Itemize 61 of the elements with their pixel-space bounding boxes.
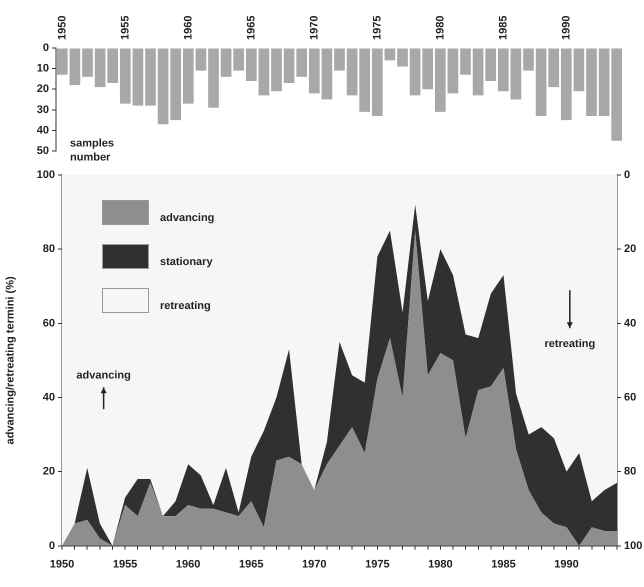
x-tick-label: 1950 bbox=[50, 558, 74, 570]
bar bbox=[233, 48, 244, 71]
legend-label: advancing bbox=[160, 212, 214, 224]
bar bbox=[56, 48, 68, 75]
x-tick-label: 1960 bbox=[182, 16, 194, 40]
x-tick-label: 1985 bbox=[497, 16, 510, 40]
y-tick-label: 0 bbox=[42, 42, 49, 54]
y-tick-label: 10 bbox=[36, 62, 49, 75]
y-tick-label: 0 bbox=[48, 540, 55, 552]
x-tick-label: 1980 bbox=[434, 16, 446, 40]
x-tick-label: 1950 bbox=[56, 16, 68, 40]
bar bbox=[359, 48, 370, 112]
x-tick-label: 1970 bbox=[302, 558, 327, 570]
y-tick-label: 20 bbox=[36, 83, 49, 96]
bar bbox=[182, 48, 194, 104]
bar bbox=[372, 48, 383, 116]
bar bbox=[170, 48, 182, 120]
y2-tick-label: 20 bbox=[624, 243, 636, 256]
bar bbox=[422, 48, 434, 90]
y-tick-label: 20 bbox=[42, 466, 55, 478]
x-tick-label: 1965 bbox=[238, 558, 264, 570]
bar bbox=[246, 48, 257, 81]
annotation: retreating bbox=[544, 338, 596, 350]
y-tick-label: 40 bbox=[36, 124, 49, 136]
bar bbox=[434, 48, 446, 112]
x-tick-label: 1990 bbox=[560, 16, 572, 40]
legend-label: stationary bbox=[160, 256, 214, 268]
x-tick-label: 1975 bbox=[365, 558, 390, 570]
y2-tick-label: 80 bbox=[624, 466, 636, 478]
x-tick-label: 1955 bbox=[112, 558, 138, 570]
bar bbox=[548, 48, 560, 88]
y2-tick-label: 100 bbox=[624, 540, 642, 552]
bar bbox=[308, 48, 320, 94]
y-tick-label: 60 bbox=[42, 317, 55, 330]
bar bbox=[485, 48, 496, 81]
x-tick-label: 1970 bbox=[308, 16, 320, 40]
y2-tick-label: 60 bbox=[624, 392, 636, 404]
x-tick-label: 1965 bbox=[245, 16, 258, 40]
x-tick-label: 1975 bbox=[371, 16, 384, 40]
y2-tick-label: 0 bbox=[624, 169, 630, 182]
y-tick-label: 40 bbox=[42, 392, 55, 404]
bar bbox=[107, 48, 118, 84]
y2-tick-label: 40 bbox=[624, 317, 636, 330]
y-axis-title: advancing/retreating termini (%) bbox=[4, 276, 17, 444]
x-tick-label: 1960 bbox=[176, 558, 200, 570]
y-tick-label: 100 bbox=[36, 169, 55, 182]
y-axis-title: samples number bbox=[70, 138, 114, 164]
series-label: retreating bbox=[160, 300, 211, 312]
y-tick-label: 80 bbox=[42, 243, 55, 256]
bar bbox=[611, 48, 622, 141]
bar bbox=[560, 48, 572, 120]
y-tick-label: 30 bbox=[36, 104, 49, 116]
x-tick-label: 1990 bbox=[554, 558, 579, 570]
y-tick-label: 50 bbox=[36, 145, 49, 158]
x-tick-label: 1955 bbox=[119, 16, 132, 40]
bar bbox=[498, 48, 509, 92]
x-tick-label: 1980 bbox=[428, 558, 453, 570]
x-tick-label: 1985 bbox=[491, 558, 516, 570]
bar bbox=[296, 48, 308, 77]
annotation: advancing bbox=[76, 369, 131, 382]
bar bbox=[120, 48, 131, 104]
